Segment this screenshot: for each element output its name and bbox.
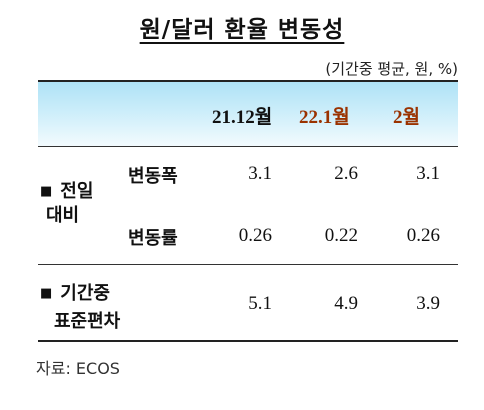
table-bottom-border bbox=[38, 340, 458, 342]
table-cell: 0.26 bbox=[238, 225, 272, 246]
table-cell: 5.1 bbox=[248, 293, 272, 314]
table-cell: 2.6 bbox=[334, 163, 358, 184]
table-title: 원/달러 환율 변동성 bbox=[139, 17, 345, 43]
table-cell: 3.1 bbox=[248, 163, 272, 184]
table-cell: 3.9 bbox=[416, 293, 440, 314]
header-divider bbox=[38, 146, 458, 147]
row-label-change-rate: 변동률 bbox=[128, 228, 178, 249]
bullet-icon: ■ bbox=[40, 286, 53, 301]
source-note: 자료: ECOS bbox=[36, 359, 120, 378]
col-header-2022-01: 22.1월 bbox=[299, 107, 350, 128]
table-cell: 3.1 bbox=[416, 163, 440, 184]
bullet-icon: ■ bbox=[40, 184, 53, 199]
table-header: 21.12월 22.1월 2월 bbox=[38, 80, 458, 147]
col-header-2022-02: 2월 bbox=[393, 107, 420, 128]
table-cell: 4.9 bbox=[334, 293, 358, 314]
table-cell: 0.26 bbox=[406, 225, 440, 246]
col-header-2021-12: 21.12월 bbox=[212, 107, 273, 128]
row-group-label-prev-day: ■ 전일 대비 bbox=[40, 181, 94, 226]
row-divider bbox=[38, 264, 458, 265]
row-label-change-amount: 변동폭 bbox=[128, 166, 178, 187]
table-cell: 0.22 bbox=[324, 225, 358, 246]
unit-note: (기간중 평균, 원, %) bbox=[325, 60, 458, 78]
row-group-label-std-dev: ■ 기간중 표준편차 bbox=[40, 283, 121, 332]
